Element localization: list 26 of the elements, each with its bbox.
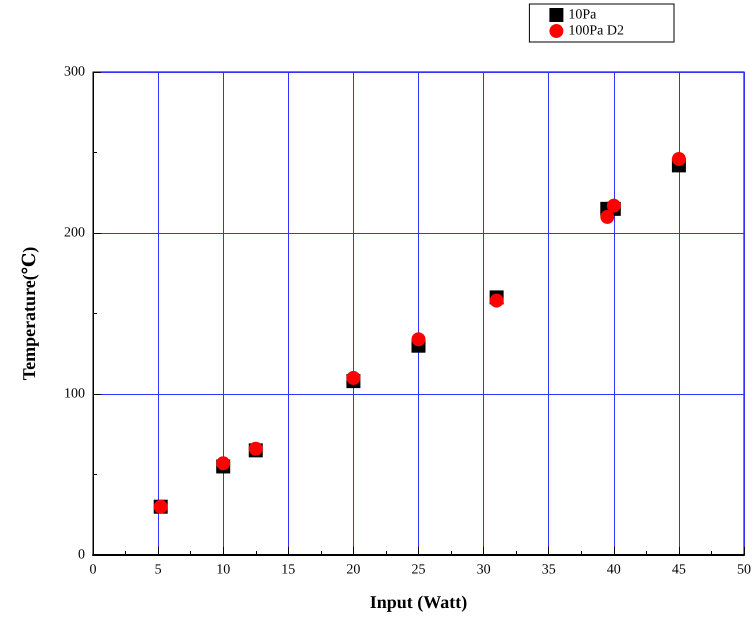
x-axis-title: Input (Watt)	[370, 592, 468, 612]
x-tick-label: 5	[154, 562, 162, 578]
y-tick-label: 0	[78, 548, 85, 562]
point	[412, 332, 426, 346]
legend-label: 10Pa	[568, 8, 598, 22]
point	[600, 210, 614, 224]
y-tick-label: 100	[64, 386, 85, 402]
x-tick-label: 10	[216, 562, 230, 578]
y-axis-title: Temperature(℃)	[19, 246, 39, 380]
x-tick-label: 40	[606, 562, 621, 578]
x-tick-label: 45	[672, 562, 686, 578]
y-tick-label: 300	[64, 64, 85, 80]
legend-label: 100Pa D2	[568, 24, 624, 38]
x-tick-label: 30	[476, 562, 491, 578]
point	[216, 456, 230, 470]
x-tick-label: 25	[412, 562, 426, 578]
x-tick-label: 20	[346, 562, 360, 578]
x-tick-label: 15	[281, 562, 296, 578]
point	[346, 370, 360, 385]
x-tick-label: 50	[737, 562, 751, 578]
point	[606, 198, 621, 213]
point	[490, 294, 504, 308]
x-tick-label: 0	[90, 562, 96, 578]
point	[672, 152, 686, 166]
x-tick-label: 35	[542, 562, 556, 578]
y-tick-label: 200	[64, 226, 85, 240]
